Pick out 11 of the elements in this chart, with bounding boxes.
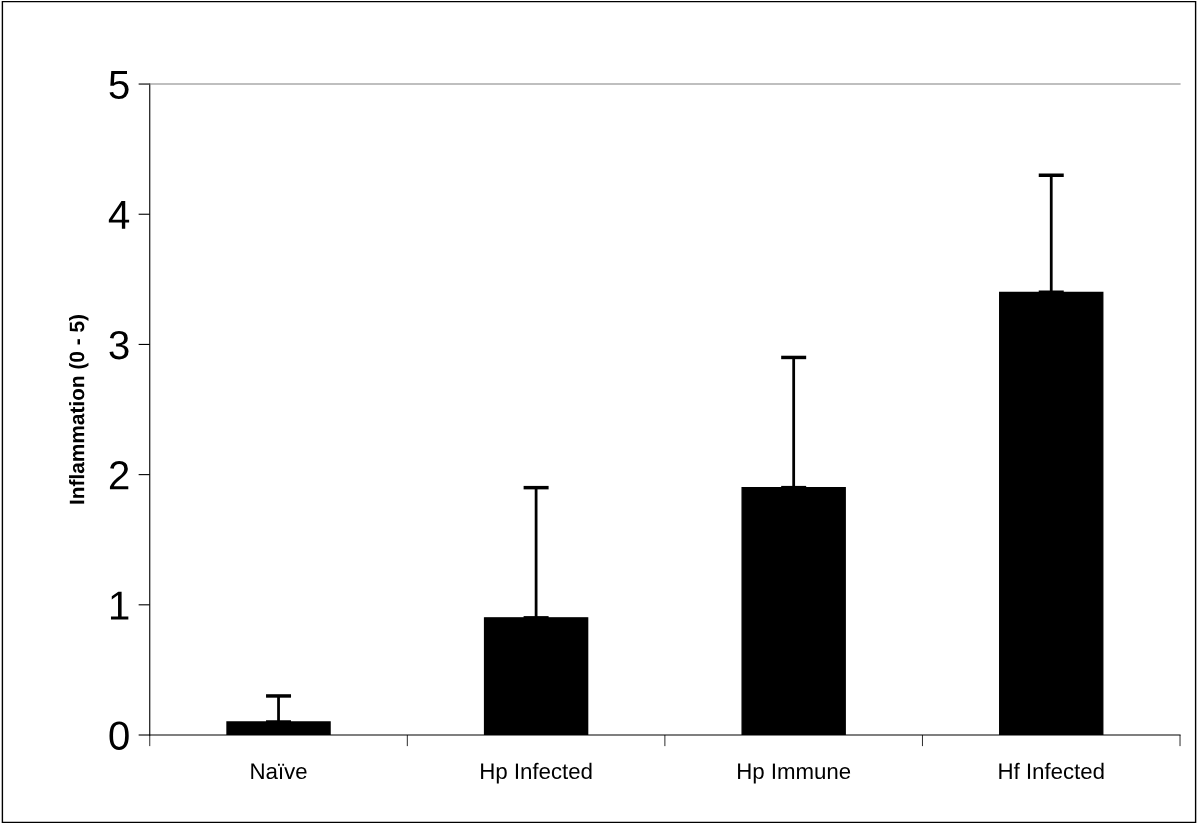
y-tick-label: 3 bbox=[109, 330, 129, 360]
y-tick-label: 2 bbox=[109, 461, 129, 490]
y-tick-label: 0 bbox=[109, 721, 129, 750]
x-tick-label: Hp Infected bbox=[481, 762, 592, 784]
y-axis-title: Inflammation (0 - 5) bbox=[69, 315, 89, 504]
x-tick-label: Hp Immune bbox=[738, 763, 851, 784]
x-tick-label: Naïve bbox=[251, 763, 307, 780]
y-tick-label: 1 bbox=[110, 591, 129, 620]
y-tick-label: 4 bbox=[108, 201, 130, 229]
x-tick-label: Hf Infected bbox=[999, 762, 1104, 780]
y-tick-label: 5 bbox=[109, 70, 129, 100]
